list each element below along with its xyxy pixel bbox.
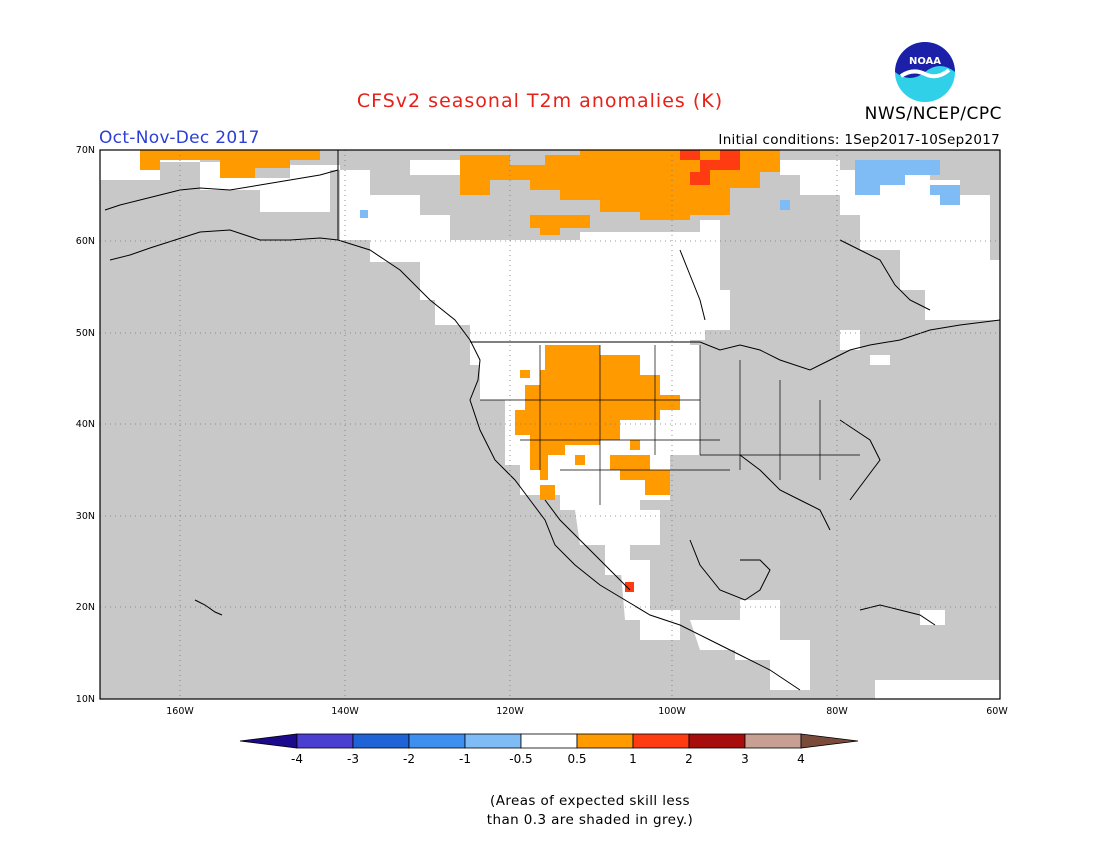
agency-label: NWS/NCEP/CPC [864,104,1002,124]
colorbar-labels: -4 -3 -2 -1 -0.5 0.5 1 2 3 4 [291,752,805,766]
colorbar-segment [744,733,802,749]
state-borders [480,345,860,505]
noaa-logo: NOAA [895,42,955,102]
lat-label: 30N [76,511,95,522]
footnote-line: than 0.3 are shaded in grey.) [486,812,694,828]
colorbar-segment [296,733,354,749]
colorbar-segment [464,733,522,749]
lat-label: 50N [76,328,95,339]
season-label: Oct-Nov-Dec 2017 [99,128,260,148]
lon-label: 160W [166,706,194,717]
lon-label: 60W [986,706,1008,717]
footnote-line: (Areas of expected skill less [490,793,690,809]
lat-labels: 70N 60N 50N 40N 30N 20N 10N [76,145,95,705]
colorbar-label: 3 [741,752,749,766]
colorbar-label: -2 [403,752,415,766]
lon-label: 100W [658,706,686,717]
lat-label: 40N [76,419,95,430]
colorbar-label: 0.5 [567,752,586,766]
lon-labels: 160W 140W 120W 100W 80W 60W [166,706,1008,717]
colorbar-label: 2 [685,752,693,766]
colorbar-label: 4 [797,752,805,766]
strong-anomaly-regions [625,150,740,592]
colorbar-segment [520,733,578,749]
colorbar [239,733,859,749]
colorbar-segment [688,733,746,749]
colorbar-label: -1 [459,752,471,766]
colorbar-label: -3 [347,752,359,766]
svg-text:NOAA: NOAA [909,56,941,67]
map-frame [99,149,1001,700]
colorbar-segment [352,733,410,749]
lat-label: 10N [76,694,95,705]
colorbar-label: -0.5 [509,752,532,766]
initial-conditions-label: Initial conditions: 1Sep2017-10Sep2017 [718,132,1000,148]
negative-anomaly-regions [360,160,960,218]
lat-label: 20N [76,602,95,613]
colorbar-label: 1 [629,752,637,766]
lon-label: 140W [331,706,359,717]
lon-label: 120W [496,706,524,717]
colorbar-segment [408,733,466,749]
lat-label: 70N [76,145,95,156]
colorbar-segment [800,733,859,749]
colorbar-label: -4 [291,752,303,766]
colorbar-segment [632,733,690,749]
skill-footnote: (Areas of expected skill less than 0.3 a… [460,792,720,830]
lon-label: 80W [826,706,848,717]
coastlines [104,150,1001,691]
lat-label: 60N [76,236,95,247]
map-title: CFSv2 seasonal T2m anomalies (K) [356,90,724,112]
colorbar-segment [239,733,298,749]
colorbar-segment [576,733,634,749]
graticule [100,150,1000,699]
